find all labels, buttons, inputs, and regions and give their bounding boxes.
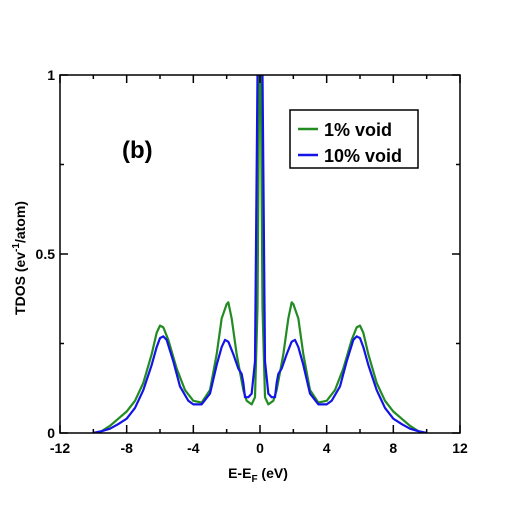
panel-label: (b) bbox=[122, 137, 153, 164]
x-tick-label: 4 bbox=[323, 440, 331, 456]
series-line-1 bbox=[93, 75, 427, 433]
plot-lines bbox=[93, 75, 427, 433]
x-axis-label: E-EF (eV) bbox=[228, 465, 288, 485]
y-axis-label: TDOS (ev-1/atom) bbox=[11, 201, 28, 315]
y-tick-label: 0.5 bbox=[36, 246, 56, 262]
y-tick-label: 1 bbox=[47, 67, 55, 83]
x-tick-label: 0 bbox=[256, 440, 264, 456]
x-tick-label: -12 bbox=[50, 440, 70, 456]
x-tick-label: 12 bbox=[452, 440, 468, 456]
series-line-2 bbox=[93, 75, 427, 433]
x-tick-label: 8 bbox=[389, 440, 397, 456]
legend: 1% void 10% void bbox=[289, 109, 419, 169]
legend-box bbox=[289, 109, 419, 169]
ticks: -12 -8 -4 0 4 8 12 0 0.5 1 bbox=[36, 67, 468, 456]
x-tick-label: -8 bbox=[120, 440, 133, 456]
x-tick-label: -4 bbox=[187, 440, 200, 456]
y-tick-label: 0 bbox=[47, 425, 55, 441]
legend-label-2: 10% void bbox=[324, 146, 402, 166]
legend-label-1: 1% void bbox=[324, 120, 392, 140]
